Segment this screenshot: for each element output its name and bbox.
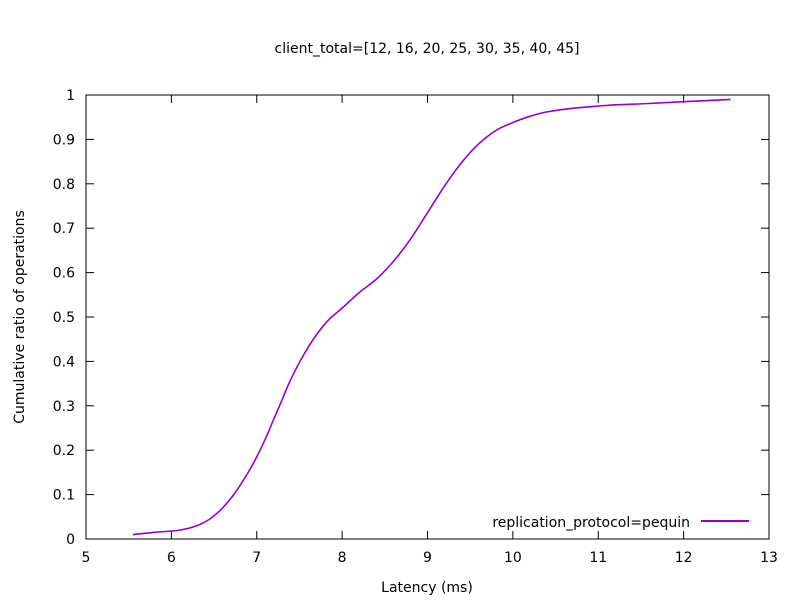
- y-tick-label: 0.1: [53, 488, 75, 504]
- legend: replication_protocol=pequin: [492, 515, 749, 531]
- y-tick-label: 0: [66, 532, 75, 548]
- y-tick-label: 0.8: [53, 177, 75, 193]
- y-axis: 0 0.1 0.2 0.3 0.4 0.5 0.6 0.7 0.8 0.9 1: [53, 88, 769, 548]
- y-tick-label: 0.5: [53, 310, 75, 326]
- x-tick-label: 6: [167, 550, 176, 566]
- y-tick-label: 0.7: [53, 221, 75, 237]
- y-tick-label: 0.9: [53, 132, 75, 148]
- x-tick-label: 7: [252, 550, 261, 566]
- x-tick-label: 8: [338, 550, 347, 566]
- series-line-0: [132, 98, 731, 536]
- chart-title: client_total=[12, 16, 20, 25, 30, 35, 40…: [275, 41, 580, 57]
- plot-area: [85, 94, 770, 540]
- x-tick-label: 12: [675, 550, 693, 566]
- plot-border: [85, 94, 770, 540]
- x-tick-label: 11: [589, 550, 607, 566]
- series-layer: [132, 98, 731, 536]
- x-axis-label: Latency (ms): [381, 580, 473, 596]
- y-tick-label: 1: [66, 88, 75, 104]
- legend-label: replication_protocol=pequin: [492, 515, 690, 531]
- y-tick-label: 0.6: [53, 266, 75, 282]
- x-tick-label: 13: [760, 550, 778, 566]
- y-axis-label: Cumulative ratio of operations: [12, 210, 28, 424]
- x-axis: 5 6 7 8 9 10 11 12 13: [82, 95, 778, 566]
- y-tick-label: 0.3: [53, 399, 75, 415]
- y-tick-label: 0.4: [53, 354, 75, 370]
- x-tick-label: 10: [504, 550, 522, 566]
- x-tick-label: 9: [423, 550, 432, 566]
- y-tick-label: 0.2: [53, 443, 75, 459]
- x-tick-label: 5: [82, 550, 91, 566]
